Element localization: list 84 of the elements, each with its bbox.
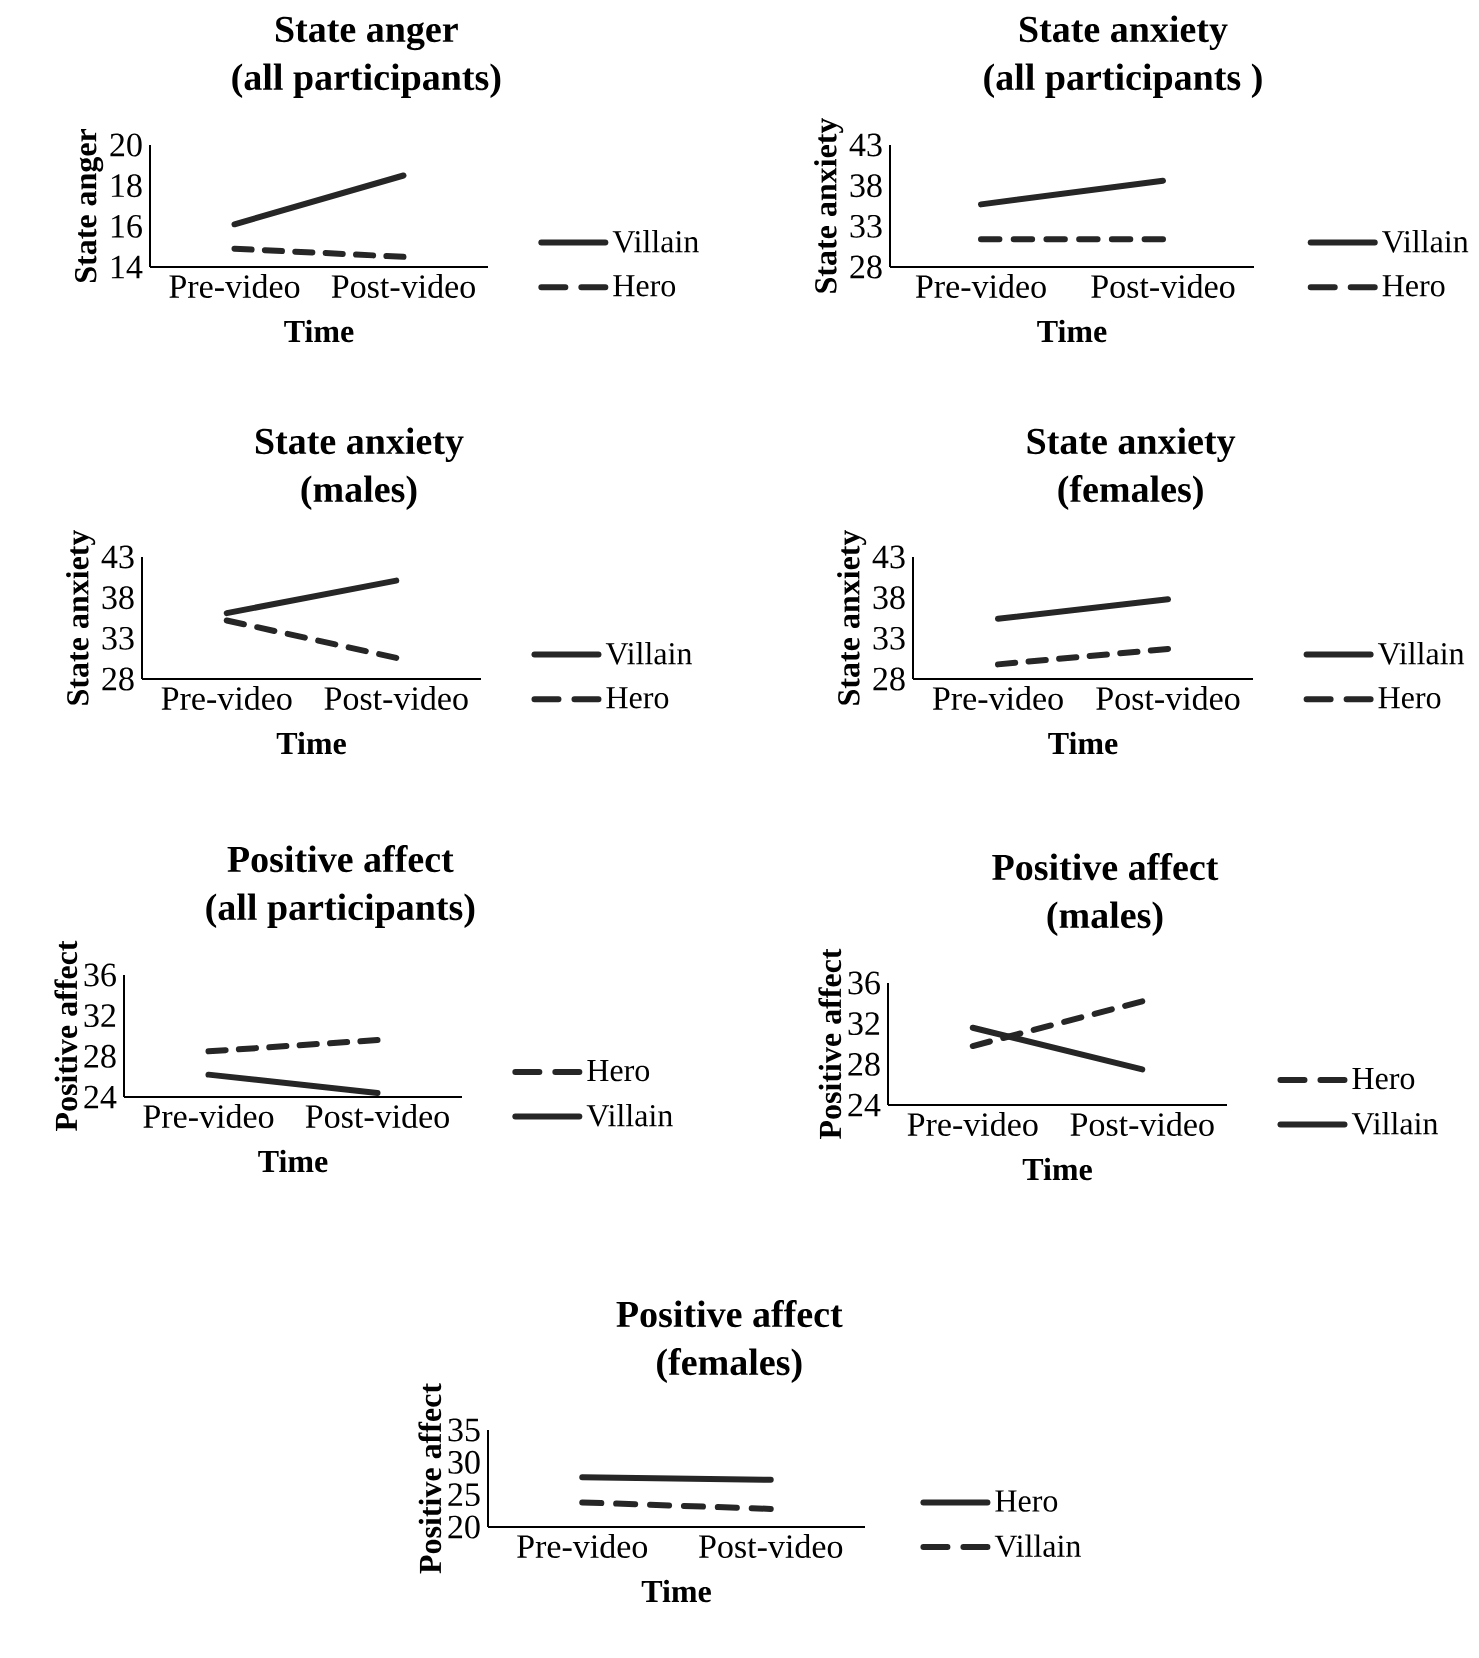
x-tick-label: Post-video [699,1534,843,1559]
legend-label: Hero [587,1060,650,1082]
y-tick-label: 32 [84,1004,116,1028]
y-tick-label: 33 [102,626,134,650]
y-tick-label: 25 [448,1483,480,1507]
y-axis-title: Positive affect [818,948,842,1139]
legend-label: Villain [1382,229,1469,253]
y-tick-label: 33 [850,214,882,238]
legend-label: Hero [1352,1067,1415,1090]
y-tick-label: 28 [850,255,882,279]
x-axis-title: Time [258,1149,328,1173]
y-tick-label: 43 [101,545,134,569]
y-tick-label: 18 [111,174,142,198]
x-axis-title: Time [276,731,346,755]
chart-title: State anxiety [255,427,464,463]
y-tick-label: 33 [873,626,905,650]
chart-subtitle: (all participants) [232,63,501,98]
legend-label: Hero [995,1490,1058,1512]
legend-label: Hero [606,687,669,709]
y-tick-label: 43 [849,133,882,157]
y-tick-label: 38 [102,586,134,610]
y-tick-label: 38 [850,174,882,198]
x-tick-label: Pre-video [517,1534,648,1559]
legend-label: Villain [1377,641,1465,665]
y-tick-label: 28 [848,1052,880,1076]
legend-label: Villain [1351,1111,1438,1135]
x-tick-label: Post-video [1091,274,1235,299]
y-tick-label: 20 [448,1515,480,1539]
x-tick-label: Post-video [324,686,468,711]
y-tick-label: 20 [110,133,142,157]
chart-subtitle: (males) [301,475,417,510]
legend-label: Hero [613,275,676,297]
chart-title: State anger [275,16,458,51]
y-axis-title: State anxiety [814,117,844,293]
chart-title: State anxiety [1027,427,1236,463]
chart-subtitle: (females) [1058,475,1203,510]
y-axis-title: Positive affect [418,1383,442,1574]
chart-subtitle: (all participants) [206,893,475,928]
x-tick-label: Pre-video [143,1104,274,1129]
chart-title: Positive affect [227,845,454,873]
x-tick-label: Post-video [1070,1112,1214,1137]
legend-label: Villain [586,1103,673,1127]
legend-label: Villain [605,641,692,665]
y-tick-label: 24 [848,1093,881,1117]
y-tick-label: 24 [84,1085,117,1109]
legend-label: Villain [994,1534,1081,1558]
legend-label: Villain [612,229,699,253]
y-axis-title: State anxiety [66,529,96,705]
x-axis-title: Time [1037,319,1107,343]
y-tick-label: 36 [84,963,116,987]
y-tick-label: 38 [873,586,905,610]
x-axis-title: Time [641,1579,711,1603]
y-tick-label: 35 [448,1418,480,1442]
y-tick-label: 14 [111,255,143,279]
y-tick-label: 16 [111,214,142,238]
y-axis-title: State anxiety [837,529,867,705]
y-tick-label: 32 [848,1012,880,1036]
y-tick-label: 36 [848,971,880,995]
x-tick-label: Pre-video [915,274,1046,299]
x-tick-label: Post-video [331,274,475,299]
x-axis-title: Time [1022,1157,1092,1181]
y-axis-title: State anger [74,128,104,283]
x-tick-label: Pre-video [932,686,1063,711]
x-tick-label: Post-video [305,1104,449,1129]
x-tick-label: Pre-video [169,274,300,299]
chart-title: State anxiety [1019,15,1228,51]
x-axis-title: Time [284,319,354,343]
x-tick-label: Pre-video [161,686,292,711]
legend-label: Hero [1382,275,1445,297]
y-tick-label: 43 [872,545,905,569]
chart-subtitle: (all participants ) [984,63,1262,98]
y-tick-label: 30 [448,1450,480,1474]
x-tick-label: Pre-video [907,1112,1038,1137]
chart-subtitle: (males) [1047,901,1163,936]
chart-subtitle: (females) [657,1348,802,1383]
y-tick-label: 28 [873,667,905,691]
x-axis-title: Time [1048,731,1118,755]
chart-title: Positive affect [992,853,1219,881]
y-tick-label: 28 [84,1044,116,1068]
legend-label: Hero [1378,687,1441,709]
y-axis-title: Positive affect [54,940,78,1131]
y-tick-label: 28 [102,667,134,691]
chart-title: Positive affect [616,1300,843,1328]
x-tick-label: Post-video [1096,686,1240,711]
